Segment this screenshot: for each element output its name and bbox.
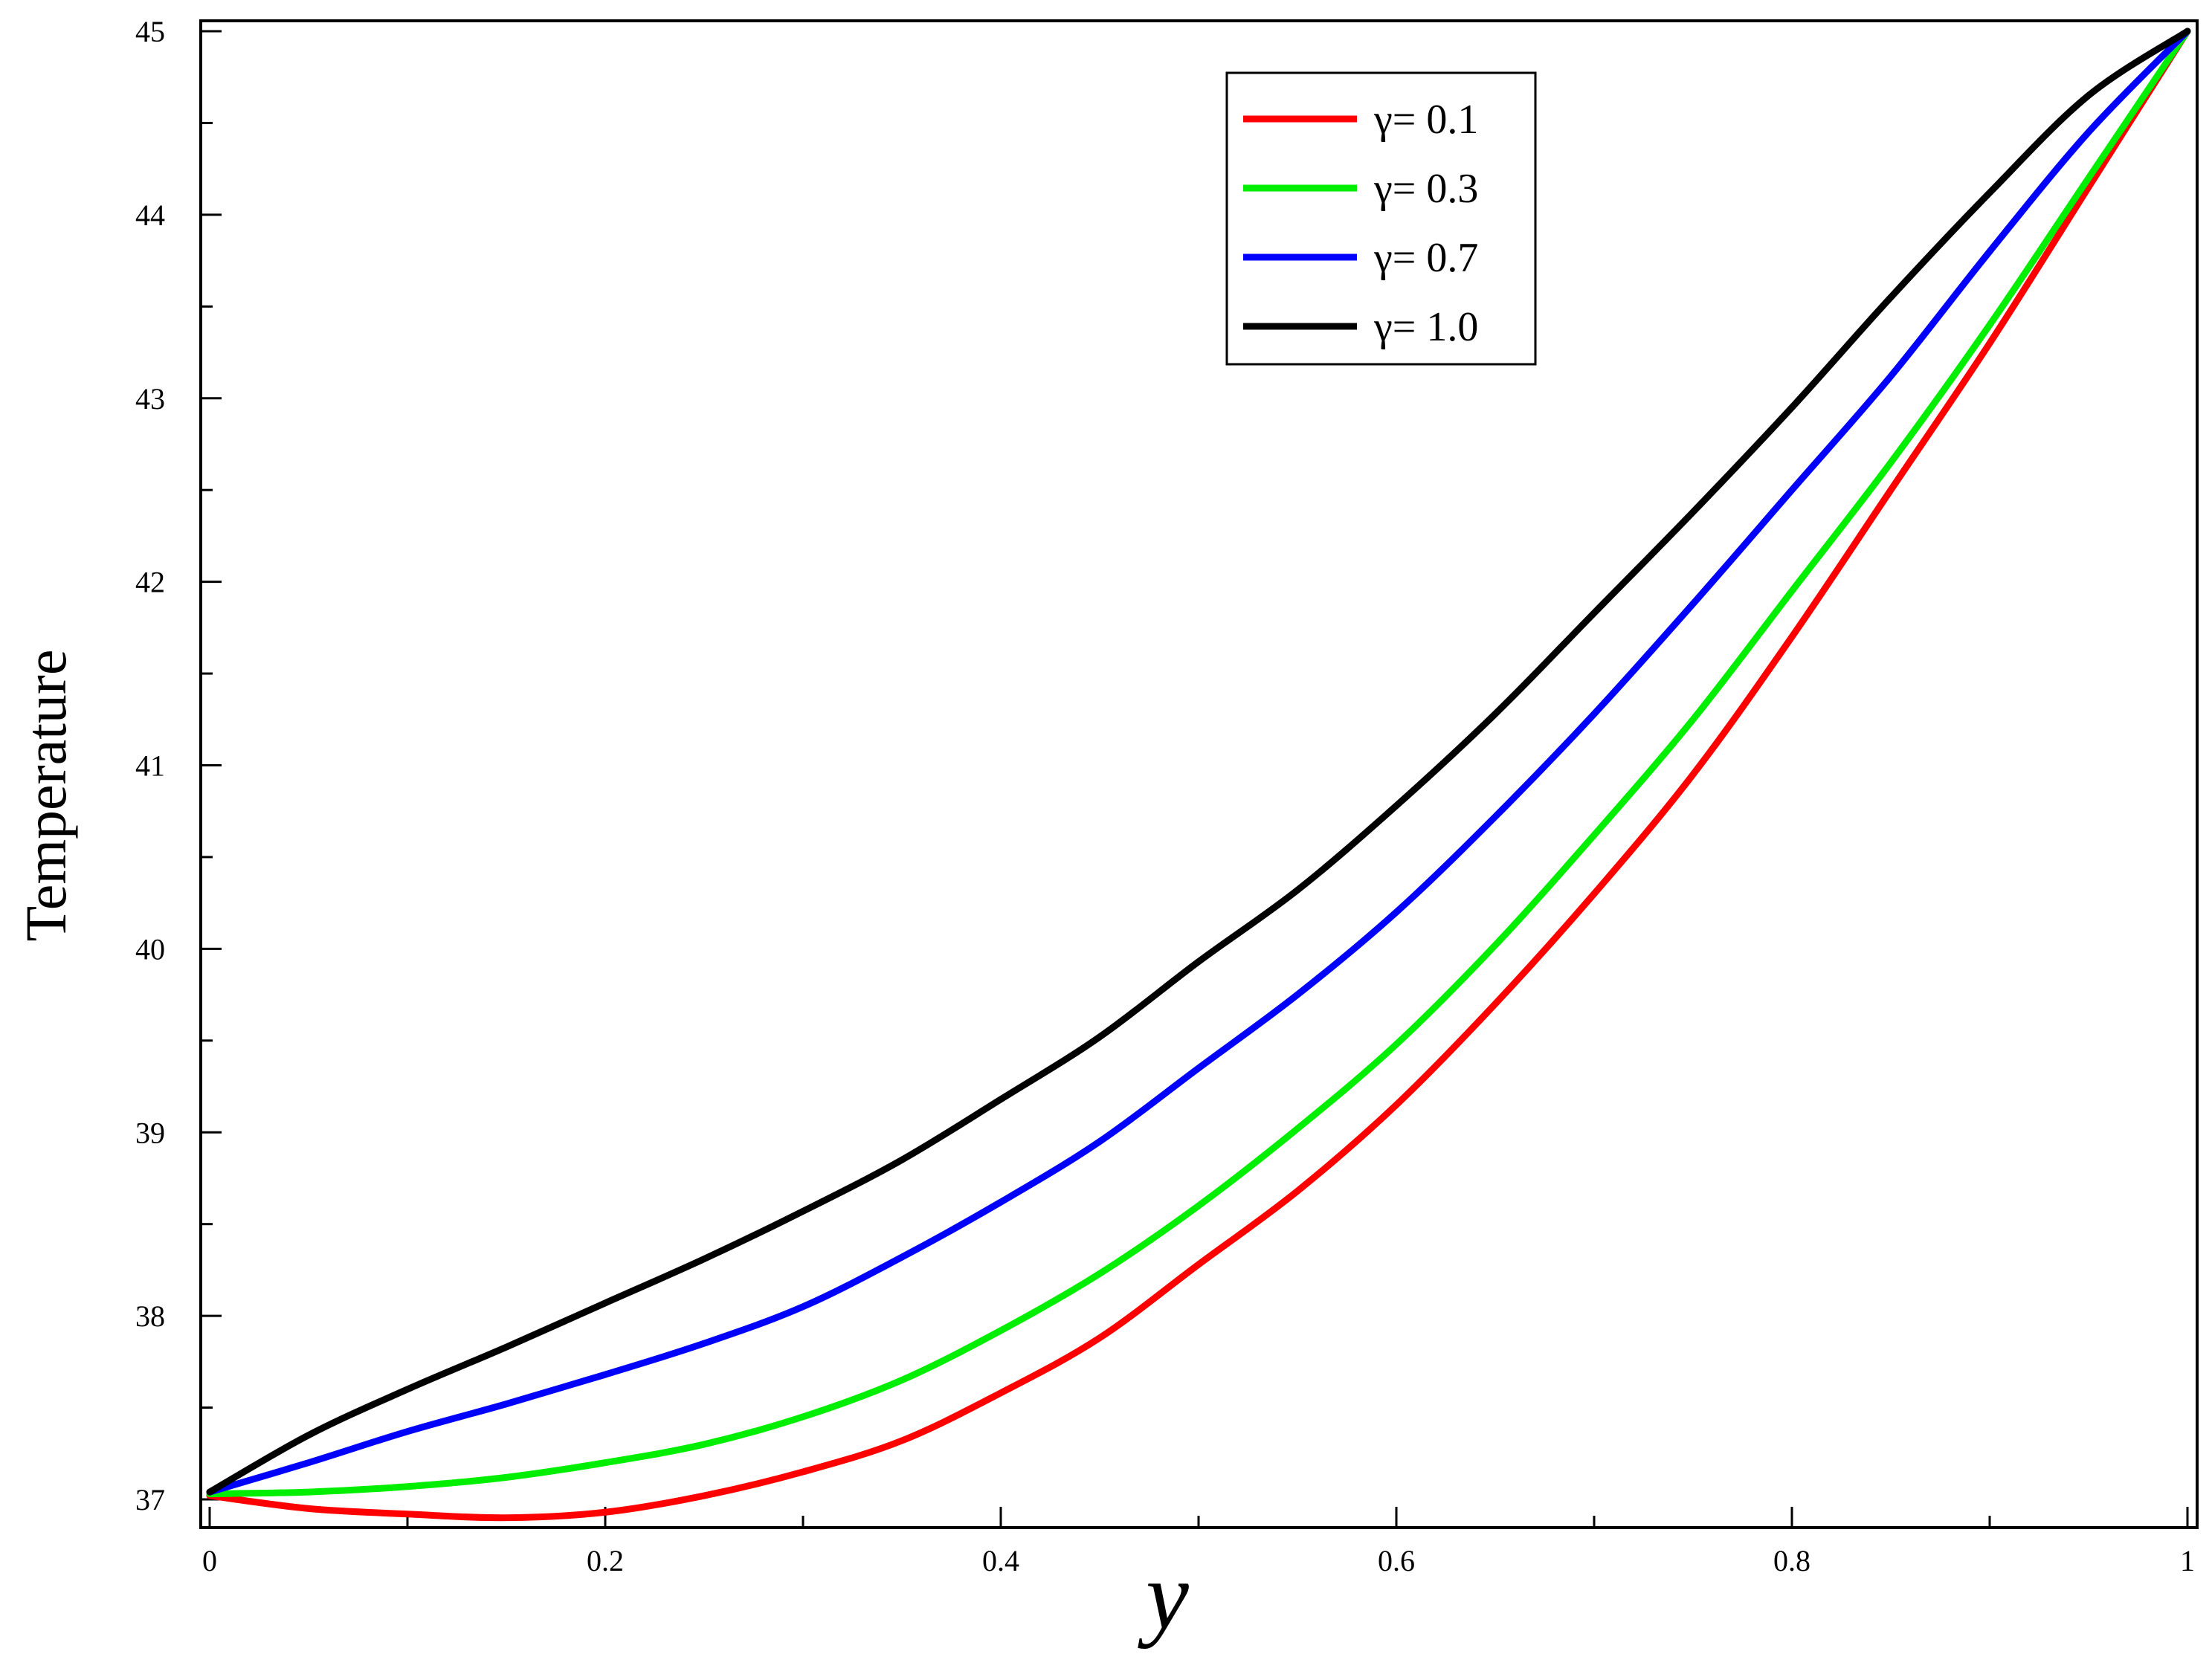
x-axis-ticks: 0 0.2 0.4 0.6 0.8 1 — [202, 1507, 2195, 1577]
legend-label: γ= 0.1 — [1373, 97, 1478, 143]
y-tick-label: 38 — [135, 1299, 165, 1333]
x-tick-label: 0.6 — [1378, 1544, 1415, 1577]
legend-label: γ= 0.7 — [1373, 235, 1478, 281]
x-tick-label: 1 — [2180, 1544, 2195, 1577]
y-tick-label: 43 — [135, 382, 165, 416]
y-tick-label: 42 — [135, 566, 165, 599]
series-layer — [206, 28, 2191, 1522]
y-tick-label: 44 — [135, 198, 165, 232]
y-tick-label: 40 — [135, 932, 165, 966]
y-tick-label: 45 — [135, 15, 165, 48]
y-tick-label: 41 — [135, 749, 165, 783]
series-line — [206, 28, 2191, 1522]
x-tick-label: 0 — [202, 1544, 217, 1577]
x-tick-label: 0.8 — [1773, 1544, 1810, 1577]
y-axis-title: Temperature — [13, 650, 78, 942]
y-tick-label: 39 — [135, 1116, 165, 1149]
series-line — [206, 28, 2191, 1496]
series-line — [206, 28, 2191, 1496]
x-tick-label: 0.2 — [587, 1544, 624, 1577]
y-axis-ticks: 37 38 39 40 41 42 43 44 45 — [135, 15, 222, 1516]
series-line — [206, 28, 2191, 1498]
x-tick-label: 0.4 — [982, 1544, 1019, 1577]
x-axis-title: y — [1138, 1542, 1189, 1650]
legend: γ= 0.1 γ= 0.3 γ= 0.7 γ= 1.0 — [1225, 71, 1537, 366]
legend-label: γ= 0.3 — [1373, 166, 1478, 212]
legend-label: γ= 1.0 — [1373, 304, 1478, 350]
y-tick-label: 37 — [135, 1483, 165, 1516]
